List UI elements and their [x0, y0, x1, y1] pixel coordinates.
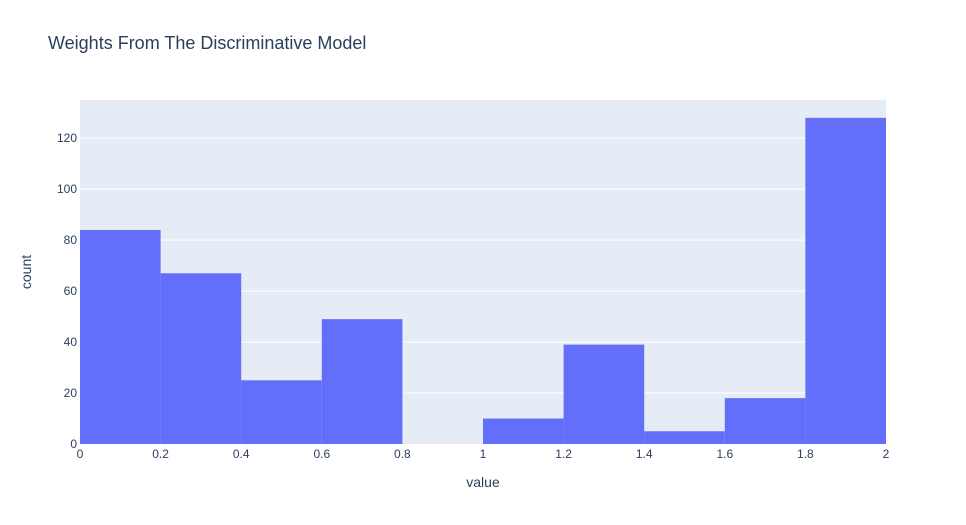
x-tick-label: 1.6: [716, 447, 733, 461]
histogram-bar: [724, 398, 806, 444]
x-tick-label: 0: [77, 447, 84, 461]
x-axis-title: value: [466, 474, 500, 490]
y-tick-label: 0: [70, 437, 77, 451]
y-axis-ticks: 0 20 40 60 80 100 120: [57, 131, 77, 451]
histogram-bar: [241, 380, 322, 444]
x-tick-label: 1.2: [555, 447, 572, 461]
x-tick-label: 1.8: [797, 447, 814, 461]
histogram-bar: [644, 431, 725, 444]
y-tick-label: 100: [57, 182, 77, 196]
chart-title: Weights From The Discriminative Model: [48, 33, 367, 53]
y-tick-label: 20: [64, 386, 78, 400]
x-tick-label: 0.6: [313, 447, 330, 461]
x-tick-label: 2: [883, 447, 890, 461]
histogram-bar: [563, 344, 645, 444]
y-tick-label: 80: [64, 233, 78, 247]
y-tick-label: 60: [64, 284, 78, 298]
x-tick-label: 0.8: [394, 447, 411, 461]
x-axis-ticks: 0 0.2 0.4 0.6 0.8 1 1.2 1.4 1.6 1.8 2: [77, 447, 890, 461]
x-tick-label: 1.4: [636, 447, 653, 461]
histogram-bar: [160, 273, 242, 444]
y-tick-label: 120: [57, 131, 77, 145]
histogram-bar: [483, 418, 564, 444]
x-tick-label: 0.2: [152, 447, 169, 461]
histogram-bar: [321, 319, 403, 444]
bars: [80, 117, 886, 444]
x-tick-label: 1: [480, 447, 487, 461]
grid-lines: [80, 137, 886, 394]
histogram-bar: [805, 117, 886, 444]
x-tick-label: 0.4: [233, 447, 250, 461]
y-axis-title: count: [18, 255, 34, 289]
histogram-bar: [80, 229, 161, 444]
y-tick-label: 40: [64, 335, 78, 349]
